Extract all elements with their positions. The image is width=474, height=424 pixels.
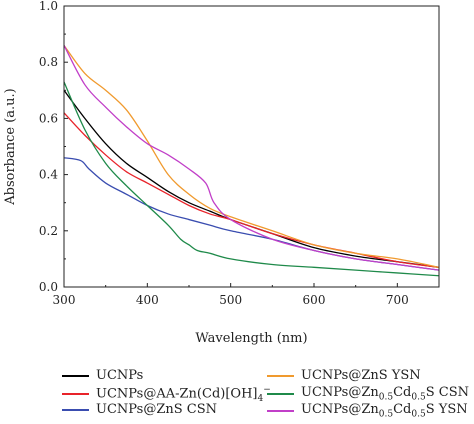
legend-item-5: UCNPs@Zn0.5Cd0.5S CSN: [267, 385, 469, 403]
legend-item-4: UCNPs@ZnS YSN: [267, 368, 421, 383]
legend-swatch: [267, 392, 294, 395]
legend-item-3: UCNPs@ZnS CSN: [62, 402, 217, 417]
series-line-2: [63, 112, 440, 268]
plot-frame: [63, 5, 440, 288]
series-line-4: [63, 44, 440, 268]
legend-swatch: [62, 374, 89, 377]
y-tick-label: 1.0: [39, 0, 58, 13]
y-tick-label: 0.0: [39, 280, 58, 294]
legend-item-2: UCNPs@AA-Zn(Cd)[OH]4−: [62, 385, 271, 404]
x-tick-label: 700: [386, 293, 409, 307]
y-axis-title: Absorbance (a.u.): [3, 88, 18, 206]
x-tick-label: 400: [136, 293, 159, 307]
y-tick-label: 0.6: [39, 111, 58, 125]
legend-swatch: [62, 408, 89, 411]
legend-swatch: [62, 393, 89, 396]
legend-item-1: UCNPs: [62, 368, 143, 383]
legend-label: UCNPs@AA-Zn(Cd)[OH]4−: [96, 385, 271, 404]
x-tick-label: 300: [53, 293, 76, 307]
legend-label: UCNPs: [96, 368, 144, 383]
legend-label: UCNPs@Zn0.5Cd0.5S CSN: [301, 385, 469, 403]
series-line-3: [63, 157, 440, 271]
absorbance-chart: 300 400 500 600 700 0.0 0.2 0.4 0.6 0.8 1.0 Wavele…: [3, 0, 440, 346]
x-tick-label: 600: [303, 293, 326, 307]
legend-swatch: [267, 409, 294, 412]
legend-swatch: [267, 374, 294, 377]
legend-label: UCNPs@ZnS YSN: [301, 368, 421, 383]
x-tick-label: 500: [219, 293, 242, 307]
series-line-1: [63, 89, 440, 268]
legend-label: UCNPs@Zn0.5Cd0.5S YSN: [301, 402, 468, 420]
y-tick-label: 0.2: [39, 224, 58, 238]
series-lines: [63, 44, 440, 277]
y-tick-label: 0.4: [39, 168, 58, 182]
series-line-6: [63, 45, 440, 271]
series-line-5: [63, 81, 440, 277]
y-tick-label: 0.8: [39, 55, 58, 69]
axes: 300 400 500 600 700 0.0 0.2 0.4 0.6 0.8 1.0: [39, 0, 440, 307]
x-axis-title: Wavelength (nm): [195, 331, 307, 346]
legend-item-6: UCNPs@Zn0.5Cd0.5S YSN: [267, 402, 468, 420]
legend: UCNPs UCNPs@ZnS YSN UCNPs@AA-Zn(Cd)[OH]4− U…: [62, 368, 472, 422]
legend-label: UCNPs@ZnS CSN: [96, 402, 218, 417]
